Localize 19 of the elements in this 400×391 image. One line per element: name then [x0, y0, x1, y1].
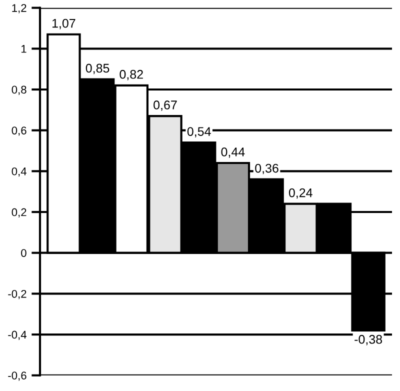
- data-label: -0,38: [354, 334, 382, 346]
- data-label: 0,24: [288, 188, 312, 199]
- data-label: 1,07: [52, 18, 76, 30]
- y-tick-label: -0,6: [8, 372, 26, 381]
- data-label: 0,85: [86, 64, 110, 74]
- y-tick-label: 1: [21, 45, 26, 53]
- y-tick-label: 0,4: [12, 167, 26, 177]
- y-tick-label: -0,2: [8, 290, 26, 300]
- y-tick-label: -0,4: [8, 330, 26, 340]
- data-label: 0,67: [154, 100, 177, 111]
- data-label: 0,44: [221, 148, 245, 158]
- y-tick-label: 0,2: [12, 208, 26, 218]
- y-tick-label: 1,2: [12, 4, 26, 14]
- data-label: 0,82: [120, 70, 143, 80]
- y-tick-label: 0: [21, 249, 26, 257]
- y-tick-label: 0,8: [12, 86, 26, 95]
- data-label: 0,54: [187, 127, 211, 138]
- y-tick-label: 0,6: [12, 126, 26, 136]
- data-label: 0,36: [255, 164, 278, 174]
